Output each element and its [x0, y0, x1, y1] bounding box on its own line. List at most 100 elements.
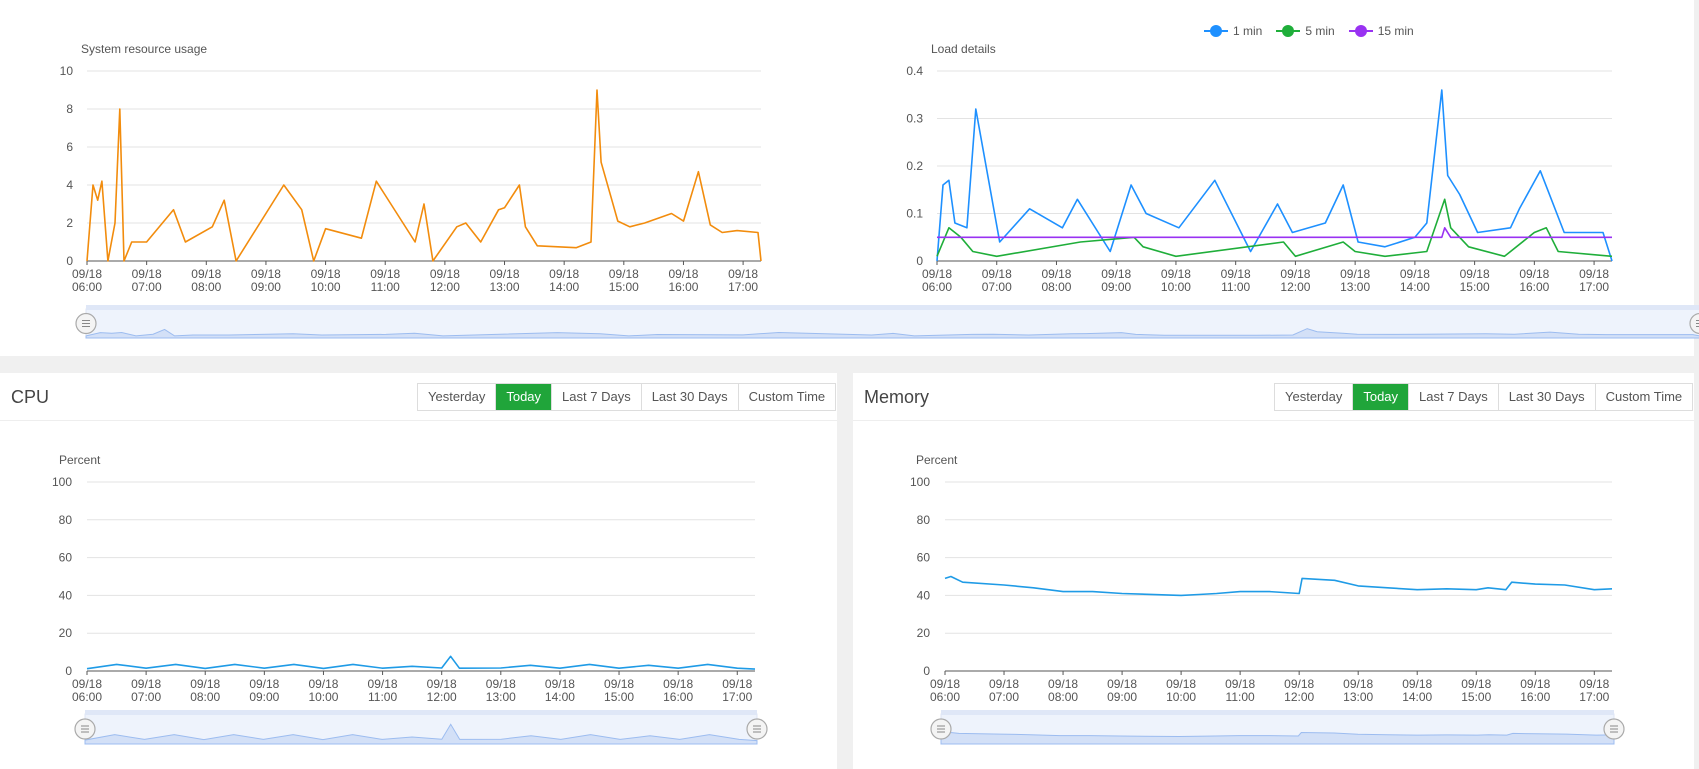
chart-title: Percent	[59, 453, 101, 467]
y-tick-label: 60	[917, 551, 931, 565]
y-tick-label: 40	[917, 588, 931, 602]
x-tick-time-label: 11:00	[368, 690, 397, 704]
x-tick-date-label: 09/18	[308, 677, 338, 691]
cpu-range-today-button[interactable]: Today	[495, 384, 552, 410]
y-tick-label: 10	[60, 64, 74, 78]
zoom-left-handle[interactable]	[930, 718, 952, 740]
x-tick-date-label: 09/18	[72, 677, 102, 691]
cpu-chart: Percent02040608010009/1806:0009/1807:000…	[52, 453, 768, 745]
x-tick-time-label: 09:00	[251, 280, 281, 294]
x-tick-date-label: 09/18	[1343, 677, 1373, 691]
y-tick-label: 100	[52, 475, 72, 489]
y-tick-label: 0	[66, 254, 73, 268]
y-tick-label: 20	[59, 626, 73, 640]
x-tick-date-label: 09/18	[1579, 677, 1609, 691]
x-tick-date-label: 09/18	[427, 677, 457, 691]
x-tick-time-label: 11:00	[371, 280, 400, 294]
x-tick-time-label: 06:00	[72, 280, 102, 294]
x-tick-time-label: 10:00	[1166, 690, 1196, 704]
x-tick-date-label: 09/18	[1166, 677, 1196, 691]
zoom-slider-handle-bar[interactable]	[86, 305, 1699, 310]
cpu-range-yesterday-button[interactable]: Yesterday	[418, 384, 496, 410]
x-tick-time-label: 10:00	[308, 690, 338, 704]
zoom-left-handle[interactable]	[74, 718, 96, 740]
load-series-line	[86, 89, 762, 262]
y-tick-label: 60	[59, 551, 73, 565]
x-tick-date-label: 09/18	[1340, 267, 1370, 281]
load-panel: System resource usage 0 2 4 6 8 10 09/18 06:00 09…	[0, 0, 1699, 356]
memory-chart: Percent02040608010009/1806:0009/1807:000…	[910, 453, 1625, 745]
x-tick-date-label: 09/18	[1520, 677, 1550, 691]
memory-range-today-button[interactable]: Today	[1352, 384, 1409, 410]
x-tick-time-label: 14:00	[545, 690, 575, 704]
legend-item-1-min[interactable]: 1 min	[1204, 24, 1262, 38]
zoom-slider-handle-bar[interactable]	[85, 710, 757, 715]
x-tick-date-label: 09/18	[604, 677, 634, 691]
x-tick-time-label: 07:00	[131, 690, 161, 704]
x-tick-time-label: 17:00	[1579, 690, 1609, 704]
y-tick-label: 0	[65, 664, 72, 678]
x-tick-time-label: 09:00	[1107, 690, 1137, 704]
x-tick-date-label: 09/18	[311, 267, 341, 281]
x-tick-time-label: 08:00	[1048, 690, 1078, 704]
legend-item-5-min[interactable]: 5 min	[1276, 24, 1335, 38]
zoom-right-handle[interactable]	[1689, 312, 1699, 335]
x-tick-date-label: 09/18	[1048, 677, 1078, 691]
zoom-right-handle[interactable]	[1603, 718, 1625, 740]
x-tick-time-label: 12:00	[1280, 280, 1310, 294]
x-tick-date-label: 09/18	[549, 267, 579, 281]
x-tick-date-label: 09/18	[191, 267, 221, 281]
x-tick-time-label: 07:00	[132, 280, 162, 294]
cpu-card: CPU Yesterday Today Last 7 Days Last 30 Day…	[0, 373, 837, 769]
memory-card-header: Memory Yesterday Today Last 7 Days Last 30 …	[853, 373, 1694, 421]
x-tick-time-label: 15:00	[1461, 690, 1491, 704]
x-tick-date-label: 09/18	[989, 677, 1019, 691]
x-tick-time-label: 11:00	[1226, 690, 1255, 704]
zoom-slider-preview	[85, 328, 1699, 339]
x-tick-time-label: 10:00	[1161, 280, 1191, 294]
zoom-slider-handle-bar[interactable]	[941, 710, 1614, 715]
x-tick-time-label: 17:00	[722, 690, 752, 704]
x-tick-date-label: 09/18	[430, 267, 460, 281]
x-tick-date-label: 09/18	[490, 267, 520, 281]
x-tick-date-label: 09/18	[1460, 267, 1490, 281]
memory-range-last-30-days-button[interactable]: Last 30 Days	[1497, 384, 1595, 410]
x-tick-date-label: 09/18	[1400, 267, 1430, 281]
cpu-range-custom-time-button[interactable]: Custom Time	[737, 384, 836, 410]
cpu-range-last-7-days-button[interactable]: Last 7 Days	[551, 384, 641, 410]
memory-range-yesterday-button[interactable]: Yesterday	[1275, 384, 1353, 410]
x-tick-time-label: 15:00	[1460, 280, 1490, 294]
zoom-right-handle[interactable]	[746, 718, 768, 740]
y-tick-label: 0.2	[906, 159, 923, 173]
memory-range-last-7-days-button[interactable]: Last 7 Days	[1408, 384, 1498, 410]
cpu-range-last-30-days-button[interactable]: Last 30 Days	[640, 384, 738, 410]
x-tick-time-label: 15:00	[609, 280, 639, 294]
zoom-left-handle[interactable]	[75, 312, 97, 335]
y-tick-label: 0.1	[906, 207, 923, 221]
x-tick-date-label: 09/18	[922, 267, 952, 281]
memory-card-title: Memory	[864, 387, 930, 407]
legend-label: 1 min	[1233, 24, 1263, 38]
chart-title: Percent	[916, 453, 958, 467]
legend-label: 5 min	[1305, 24, 1335, 38]
x-tick-time-label: 08:00	[191, 280, 221, 294]
series-5-min-line	[936, 198, 1613, 258]
x-tick-time-label: 14:00	[1402, 690, 1432, 704]
x-tick-date-label: 09/18	[368, 677, 398, 691]
x-tick-date-label: 09/18	[1041, 267, 1071, 281]
cpu-card-header: CPU Yesterday Today Last 7 Days Last 30 Day…	[0, 373, 837, 421]
x-tick-time-label: 09:00	[249, 690, 279, 704]
x-tick-date-label: 09/18	[1461, 677, 1491, 691]
zoom-slider-preview	[84, 723, 758, 745]
memory-range-custom-time-button[interactable]: Custom Time	[1594, 384, 1693, 410]
x-tick-date-label: 09/18	[370, 267, 400, 281]
x-tick-time-label: 12:00	[1284, 690, 1314, 704]
memory-time-range-selector: Yesterday Today Last 7 Days Last 30 Days Cus…	[1274, 383, 1694, 411]
handle-grip-icon	[1689, 312, 1699, 335]
x-tick-date-label: 09/18	[72, 267, 102, 281]
load-details-legend: 1 min 5 min 15 min	[1204, 24, 1414, 38]
legend-item-15-min[interactable]: 15 min	[1348, 24, 1414, 38]
x-tick-date-label: 09/18	[1225, 677, 1255, 691]
legend-marker-icon	[1276, 25, 1301, 37]
zoom-slider-preview	[940, 731, 1615, 745]
